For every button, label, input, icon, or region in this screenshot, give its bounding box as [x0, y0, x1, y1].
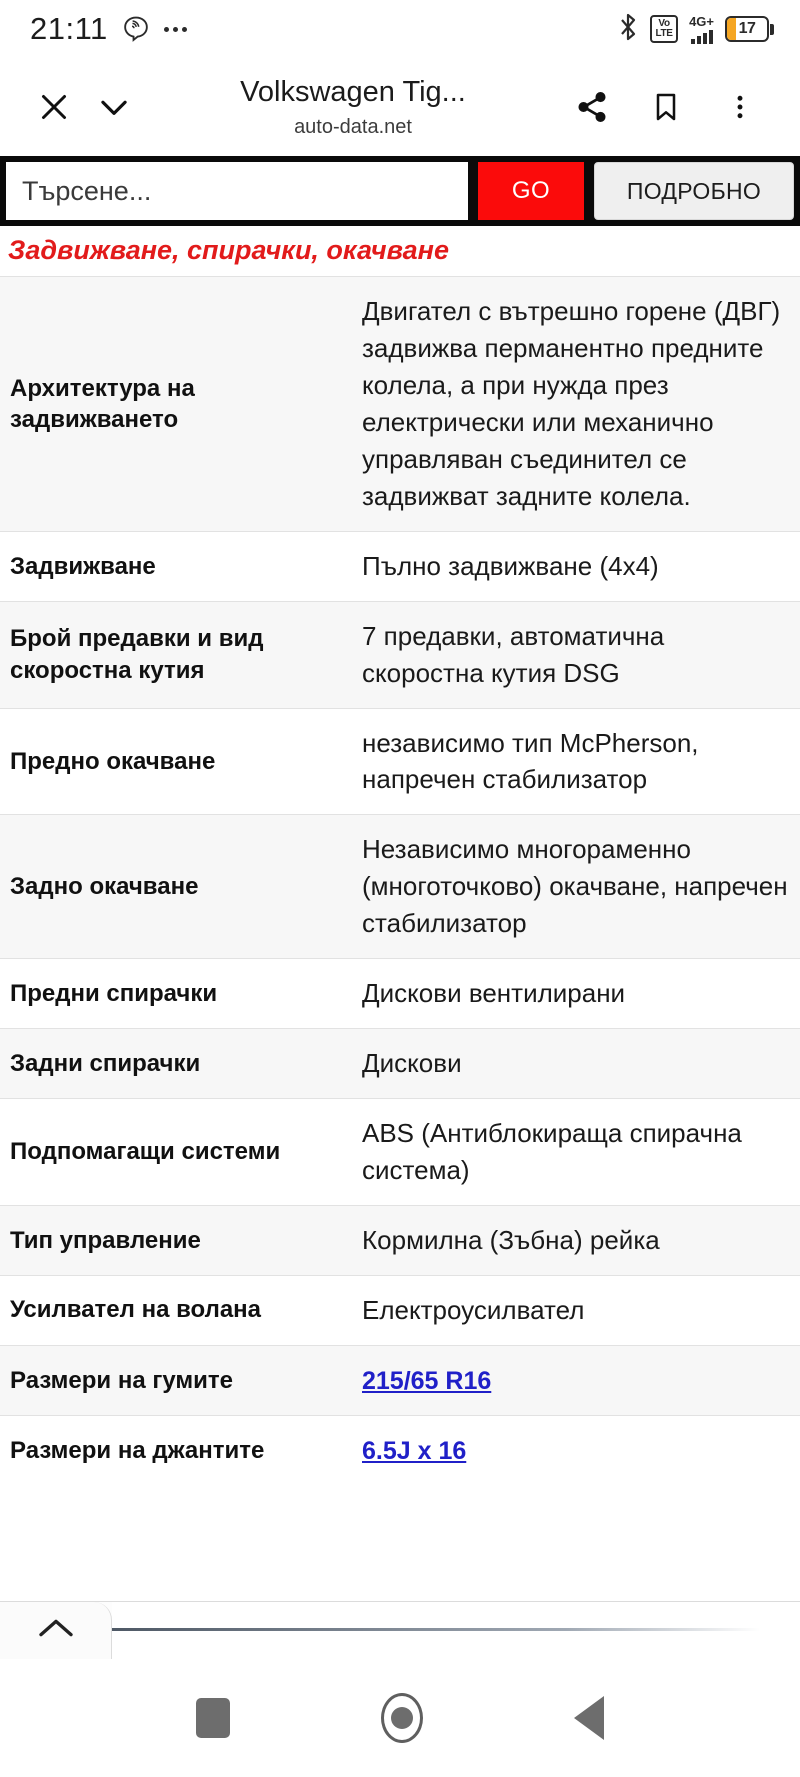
detail-button[interactable]: ПОДРОБНО: [594, 162, 794, 220]
spec-key: Предни спирачки: [10, 979, 218, 1007]
toolbar-actions: [562, 77, 770, 137]
table-row: Задно окачване Независимо многораменно (…: [0, 814, 800, 959]
table-row: Предни спирачки Дискови вентилирани: [0, 958, 800, 1029]
spec-key: Задно окачване: [10, 873, 199, 901]
viber-icon: [122, 15, 150, 43]
chevron-down-icon[interactable]: [84, 77, 144, 137]
spec-value: Електроусилвател: [362, 1294, 585, 1325]
spec-value-cell: 215/65 R16: [352, 1345, 800, 1416]
spec-key: Тип управление: [10, 1226, 201, 1254]
status-bar-right: Vo LTE 4G+ 17: [617, 12, 774, 47]
bottom-sheet-handle[interactable]: [0, 1601, 800, 1659]
table-row: Задвижване Пълно задвижване (4x4): [0, 531, 800, 602]
battery-icon: 17: [725, 16, 774, 42]
spec-value: Пълно задвижване (4x4): [362, 550, 659, 581]
status-bar-left: 21:11: [30, 11, 187, 47]
spec-value: 7 предавки, автоматична скоростна кутия …: [362, 620, 665, 688]
battery-percent-label: 17: [738, 20, 756, 37]
table-row: Предно окачване независимо тип McPherson…: [0, 708, 800, 815]
bluetooth-icon: [617, 12, 639, 47]
spec-key: Задвижване: [10, 552, 156, 580]
volte-icon: Vo LTE: [650, 15, 679, 43]
table-row: Брой предавки и вид скоростна кутия 7 пр…: [0, 601, 800, 709]
spec-value: Двигател с вътрешно горене (ДВГ) задвижв…: [362, 296, 781, 511]
overflow-menu-icon[interactable]: [710, 77, 770, 137]
spec-value: Независимо многораменно (многоточково) о…: [362, 834, 788, 939]
spec-key: Брой предавки и вид скоростна кутия: [10, 625, 264, 684]
table-row: Размери на гумите 215/65 R16: [0, 1345, 800, 1416]
search-input[interactable]: [6, 162, 468, 220]
section-title: Задвижване, спирачки, окачване: [8, 235, 449, 265]
table-row: Тип управление Кормилна (Зъбна) рейка: [0, 1205, 800, 1276]
tyre-size-link[interactable]: 215/65 R16: [362, 1366, 492, 1395]
spec-value-cell: 6.5J x 16: [352, 1416, 800, 1486]
spec-key: Подпомагащи системи: [10, 1138, 281, 1166]
page-title-block[interactable]: Volkswagen Tig... auto-data.net: [144, 76, 562, 137]
status-bar: 21:11 Vo LTE 4G+: [0, 0, 800, 58]
page-domain: auto-data.net: [294, 115, 412, 138]
site-search-bar: GO ПОДРОБНО: [0, 156, 800, 226]
spec-key: Усилвател на волана: [10, 1296, 262, 1324]
sheet-body: [112, 1602, 800, 1659]
spec-table: Архитектура на задвижването Двигател с в…: [0, 276, 800, 1486]
spec-key: Размери на джантите: [10, 1437, 265, 1465]
more-dots-icon: [163, 26, 187, 32]
clock: 21:11: [30, 11, 108, 46]
spec-value: независимо тип McPherson, напречен стаби…: [362, 727, 699, 795]
bookmark-icon[interactable]: [636, 77, 696, 137]
table-row: Подпомагащи системи ABS (Антиблокираща с…: [0, 1098, 800, 1206]
expand-sheet-button[interactable]: [0, 1602, 112, 1659]
spec-key: Архитектура на задвижването: [10, 374, 195, 434]
browser-toolbar: Volkswagen Tig... auto-data.net: [0, 58, 800, 156]
back-triangle-icon[interactable]: [574, 1696, 605, 1740]
table-row: Усилвател на волана Електроусилвател: [0, 1275, 800, 1346]
page-title: Volkswagen Tig...: [240, 76, 466, 109]
spec-value: ABS (Антиблокираща спирачна система): [362, 1117, 742, 1185]
spec-value: Дискови вентилирани: [362, 978, 626, 1009]
home-circle-icon[interactable]: [380, 1693, 423, 1743]
close-icon[interactable]: [24, 77, 84, 137]
table-row: Задни спирачки Дискови: [0, 1028, 800, 1099]
spec-key: Предно окачване: [10, 747, 216, 775]
spec-value: Кормилна (Зъбна) рейка: [362, 1224, 660, 1255]
android-nav-bar: [0, 1659, 800, 1777]
table-row: Размери на джантите 6.5J x 16: [0, 1415, 800, 1486]
share-icon[interactable]: [562, 77, 622, 137]
spec-key: Задни спирачки: [10, 1049, 201, 1077]
page-content: Задвижване, спирачки, окачване Архитекту…: [0, 226, 800, 1659]
spec-key: Размери на гумите: [10, 1366, 233, 1394]
cellular-signal-icon: 4G+: [689, 14, 714, 44]
go-button[interactable]: GO: [478, 162, 584, 220]
spec-value: Дискови: [362, 1047, 462, 1078]
rim-size-link[interactable]: 6.5J x 16: [362, 1437, 467, 1466]
recents-square-icon[interactable]: [195, 1698, 230, 1738]
chevron-up-icon: [36, 1615, 76, 1646]
table-row: Архитектура на задвижването Двигател с в…: [0, 276, 800, 532]
